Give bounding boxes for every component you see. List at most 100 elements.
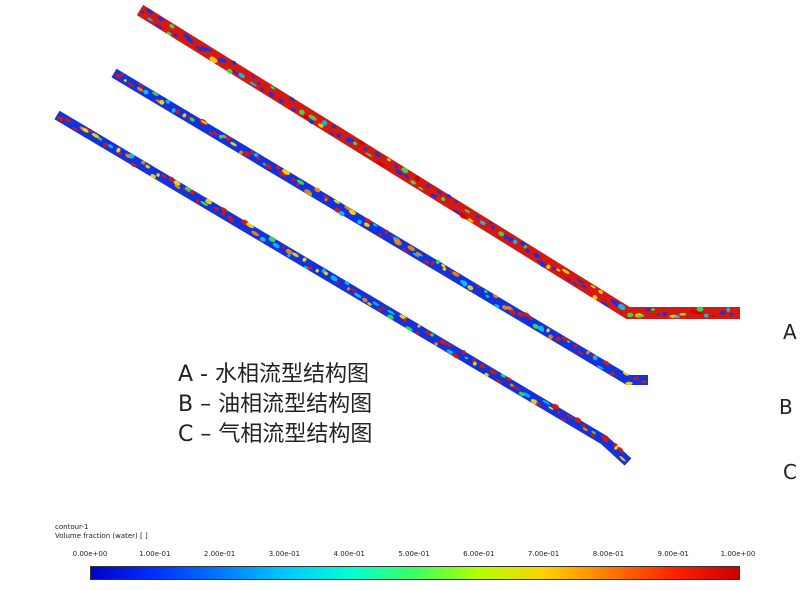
- pipe-label-b: B: [779, 395, 793, 419]
- contour-blob: [410, 180, 416, 185]
- contour-blob: [602, 360, 610, 366]
- contour-blob: [426, 184, 430, 188]
- contour-blob: [729, 312, 734, 316]
- contour-blob: [243, 151, 251, 157]
- contour-blob: [174, 184, 181, 189]
- contour-blob: [500, 374, 506, 378]
- contour-blob: [592, 295, 598, 300]
- contour-blob: [472, 358, 477, 363]
- contour-blob: [362, 297, 368, 303]
- contour-blob: [552, 266, 556, 271]
- contour-blob: [393, 164, 399, 169]
- contour-blob: [507, 236, 514, 242]
- contour-blob: [464, 209, 471, 214]
- contour-blob: [461, 350, 466, 355]
- contour-blob: [651, 308, 655, 311]
- contour-blob: [546, 264, 551, 270]
- contour-blob: [87, 128, 93, 133]
- contour-blob: [278, 98, 285, 103]
- contour-blob: [346, 287, 351, 291]
- contour-blob: [484, 290, 488, 294]
- contour-blob: [489, 369, 497, 375]
- contour-name: contour-1: [55, 523, 89, 531]
- contour-blob: [352, 141, 358, 146]
- contour-blob: [560, 417, 567, 422]
- contour-blob: [566, 414, 574, 419]
- contour-blob: [711, 314, 716, 318]
- contour-blob: [173, 180, 181, 186]
- contour-blob: [145, 164, 150, 169]
- contour-blob: [492, 294, 499, 299]
- contour-blob: [556, 268, 561, 272]
- contour-blob: [619, 455, 626, 462]
- contour-blob: [307, 265, 312, 270]
- colorbar-tick-label: 2.00e-01: [203, 550, 236, 558]
- contour-blob: [189, 117, 195, 122]
- contour-blob: [467, 218, 474, 223]
- contour-blob: [424, 330, 433, 336]
- contour-blob: [260, 87, 265, 91]
- contour-blob: [696, 306, 704, 312]
- contour-blob: [140, 10, 144, 14]
- contour-blob: [434, 342, 438, 346]
- contour-blob: [230, 141, 237, 147]
- contour-blob: [557, 411, 561, 415]
- contour-blob: [137, 83, 145, 88]
- contour-blob: [449, 269, 453, 273]
- contour-blob: [387, 158, 391, 162]
- contour-blob: [108, 144, 114, 149]
- contour-blob: [103, 142, 108, 148]
- contour-blob: [415, 331, 420, 335]
- contour-blob: [288, 96, 295, 102]
- contour-blob: [363, 147, 368, 151]
- contour-blob: [331, 124, 336, 129]
- contour-blob: [573, 344, 578, 348]
- contour-blob: [552, 403, 560, 410]
- contour-blob: [268, 236, 276, 243]
- contour-blob: [303, 265, 310, 270]
- contour-blob: [66, 119, 70, 123]
- contour-blob: [257, 81, 261, 86]
- contour-blob: [200, 201, 208, 206]
- contour-blob: [123, 79, 127, 83]
- contour-blob: [270, 85, 276, 90]
- contour-blob: [200, 120, 208, 125]
- contour-blob: [338, 211, 345, 217]
- contour-blob: [418, 186, 424, 191]
- contour-blob: [539, 261, 546, 268]
- contour-blob: [548, 334, 553, 340]
- contour-blob: [344, 205, 352, 211]
- contour-blob: [238, 72, 245, 79]
- contour-blob: [116, 147, 121, 153]
- contour-blob: [673, 315, 681, 319]
- contour-blob: [298, 109, 305, 115]
- contour-blob: [308, 119, 315, 125]
- contour-blob: [130, 162, 137, 168]
- contour-blob: [358, 140, 365, 146]
- contour-blob: [656, 313, 661, 316]
- contour-blob: [291, 252, 299, 258]
- contour-blob: [374, 152, 381, 157]
- contour-blob: [520, 240, 526, 246]
- contour-blob: [451, 352, 460, 359]
- contour-blob: [645, 308, 651, 311]
- colorbar-tick-row: 0.00e+00 1.00e-01 2.00e-01 3.00e-01 4.00e-01…: [60, 550, 772, 560]
- contour-blob: [403, 318, 407, 323]
- colorbar-tick-label: 3.00e-01: [268, 550, 301, 558]
- contour-blob: [239, 150, 243, 155]
- contour-blob: [430, 260, 435, 266]
- contour-blob: [567, 340, 571, 343]
- contour-blob: [525, 248, 531, 253]
- colorbar-tick-label: 1.00e+00: [720, 550, 756, 558]
- pipe-b-contour: [111, 68, 648, 386]
- contour-blob: [323, 271, 329, 276]
- contour-blob: [296, 179, 305, 185]
- figure-legend: A - 水相流型结构图 B – 油相流型结构图 C – 气相流型结构图: [178, 360, 372, 450]
- contour-blob: [381, 306, 386, 310]
- contour-blob: [446, 193, 452, 199]
- contour-blob: [590, 433, 596, 438]
- contour-blob: [195, 199, 200, 204]
- contour-blob: [488, 221, 493, 225]
- contour-blob: [57, 116, 64, 122]
- contour-blob: [633, 376, 640, 380]
